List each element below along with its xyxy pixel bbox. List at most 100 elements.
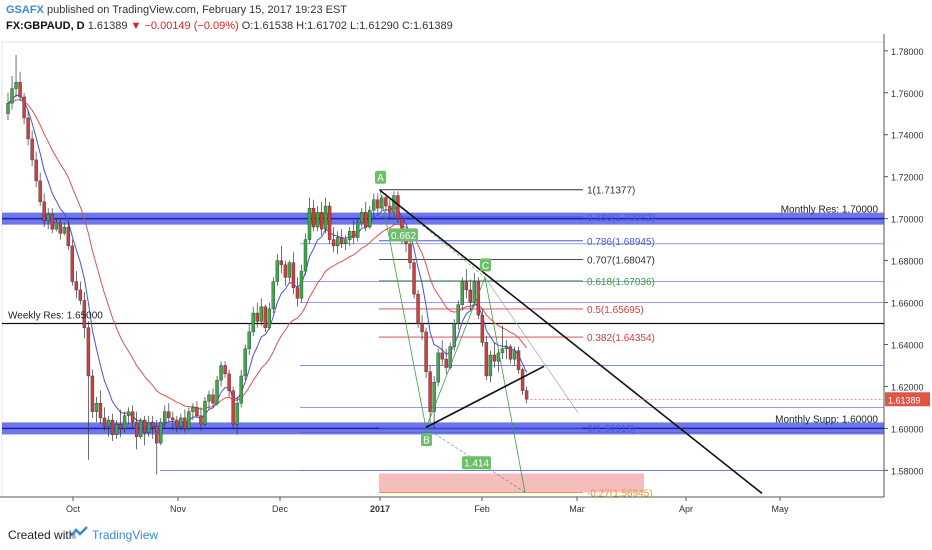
candle-body (235, 403, 239, 425)
candle-body (14, 82, 18, 89)
pattern-leg (425, 277, 486, 429)
candle-body (30, 138, 34, 161)
candle-body (464, 281, 468, 291)
candle-body (183, 417, 187, 429)
candle-body (54, 222, 58, 230)
candle-body (412, 262, 416, 295)
publisher-name[interactable]: GSAFX (6, 4, 44, 16)
candle-body (275, 260, 280, 282)
candle-body (146, 421, 151, 433)
candle-body (199, 415, 203, 425)
candle-body (408, 243, 412, 263)
candle-body (38, 180, 42, 203)
footer: Created with TradingView (0, 520, 932, 550)
candle-body (343, 239, 348, 245)
candle-body (303, 239, 308, 272)
pattern-point-a-badge (375, 170, 386, 184)
pattern-point-b-badge (421, 433, 432, 447)
candle-body (118, 424, 123, 429)
candle-body (34, 159, 38, 182)
candle-body (368, 210, 372, 228)
candle-body (110, 419, 115, 435)
candle-body (315, 212, 320, 228)
candle-body (327, 205, 332, 240)
last-price-tag-label: 1.61389 (888, 395, 921, 405)
fib-level-label: 0.5(1.65695) (587, 305, 644, 316)
pattern-ratio-badge (389, 228, 418, 242)
candle-body (50, 214, 54, 230)
target-zone (379, 473, 644, 493)
candle-body (106, 419, 111, 427)
candle-body (291, 262, 296, 289)
candle-body (86, 327, 91, 377)
tradingview-brand[interactable]: TradingView (92, 528, 159, 542)
candle-body (58, 222, 62, 234)
y-tick-label: 1.62000 (891, 382, 924, 392)
candle-body (416, 293, 420, 324)
candle-body (267, 308, 271, 328)
candle-body (484, 342, 489, 377)
weekly-resistance-label: Weekly Res: 1.65000 (8, 311, 103, 322)
fib-level-label: 0.886(1.70082) (587, 213, 655, 224)
candle-body (151, 421, 155, 427)
candle-body (98, 403, 103, 419)
candle-body (263, 306, 267, 328)
ascending-trendline (425, 365, 545, 429)
candle-body (223, 365, 227, 375)
y-tick-label: 1.76000 (891, 89, 924, 99)
fib-level-label: 0.618(1.67036) (587, 277, 655, 288)
candle-body (10, 88, 14, 104)
candle-body (420, 323, 424, 333)
candle-body (372, 199, 376, 211)
pattern-point-c-badge (480, 258, 491, 272)
candle-body (331, 239, 336, 247)
y-tick-label: 1.72000 (891, 173, 924, 183)
candle-body (271, 281, 276, 310)
candle-body (70, 245, 75, 282)
x-tick-label: Dec (272, 504, 289, 514)
candle-body (516, 350, 521, 370)
candle-body (476, 281, 481, 316)
candle-body (335, 237, 340, 247)
y-tick-label: 1.70000 (891, 215, 924, 225)
candle-body (94, 403, 99, 412)
candle-body (142, 419, 147, 433)
price-chart[interactable]: 1.78000 1.76000 1.74000 1.72000 1.70000 1.680… (0, 0, 932, 520)
candle-body (364, 212, 368, 228)
candle-body (452, 323, 456, 347)
candle-body (211, 394, 215, 404)
y-tick-label: 1.74000 (891, 131, 924, 141)
candle-body (134, 421, 139, 437)
ema-slow-line (7, 99, 528, 410)
candle-body (456, 304, 460, 324)
candle-body (167, 411, 171, 419)
y-tick-label: 1.78000 (891, 47, 924, 57)
candle-body (126, 411, 131, 417)
candle-body (444, 358, 448, 368)
ema-fast-line (7, 94, 528, 430)
candle-body (42, 201, 46, 221)
change-value: −0.00149 (−0.09%) (144, 20, 239, 32)
pattern-leg (484, 277, 526, 493)
fib-level-label: 1(1.71377) (587, 186, 635, 197)
candle-body (424, 331, 428, 372)
candle-body (508, 346, 513, 360)
monthly-support-label: Monthly Supp: 1.60000 (775, 414, 878, 425)
candle-body (74, 281, 79, 291)
candle-body (219, 365, 223, 381)
pattern-point-b-label: B (423, 436, 430, 447)
pattern-leg (379, 189, 427, 429)
candle-body (520, 369, 525, 391)
pattern-point-a-label: A (377, 173, 384, 184)
candle-body (259, 306, 263, 322)
candle-body (114, 424, 119, 435)
candle-body (323, 205, 328, 230)
symbol-label[interactable]: FX:GBPAUD, D (6, 20, 85, 32)
pattern-ratio-badge (462, 456, 491, 470)
candle-body (239, 375, 243, 404)
candle-body (283, 264, 288, 278)
pattern-guide-line (484, 277, 579, 413)
pattern-ratio-label: 0.662 (391, 231, 416, 242)
y-tick-label: 1.58000 (891, 466, 924, 476)
candle-body (295, 287, 300, 299)
